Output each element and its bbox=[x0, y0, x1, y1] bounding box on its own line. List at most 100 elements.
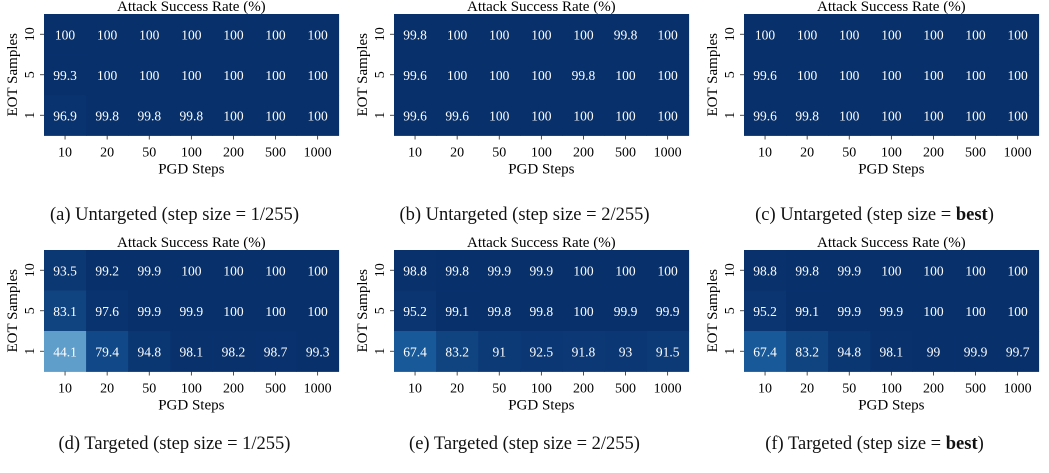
cell-value-label: 67.4 bbox=[403, 344, 427, 359]
chart-title: Attack Success Rate (%) bbox=[467, 235, 616, 251]
cell-value-label: 100 bbox=[265, 263, 286, 278]
cell-value-label: 99.1 bbox=[445, 304, 469, 319]
x-tick-label: 20 bbox=[100, 146, 114, 161]
heatmap-cell bbox=[44, 54, 87, 96]
cell-value-label: 100 bbox=[1008, 108, 1029, 123]
x-axis-label: PGD Steps bbox=[858, 398, 924, 414]
cell-value-label: 100 bbox=[923, 263, 944, 278]
heatmap-svg: Attack Success Rate (%) 98.8 99.8 99.9 99.9 1… bbox=[355, 235, 690, 414]
x-tick-label: 10 bbox=[758, 382, 772, 397]
heatmap-cell bbox=[170, 14, 213, 55]
heatmap-cell bbox=[212, 331, 255, 372]
x-tick-label: 100 bbox=[181, 382, 202, 397]
x-tick-label: 10 bbox=[58, 382, 72, 397]
cell-value-label: 99.9 bbox=[837, 263, 861, 278]
heatmap-cell bbox=[170, 54, 213, 96]
x-tick-label: 1000 bbox=[304, 382, 332, 397]
cell-value-label: 100 bbox=[223, 304, 244, 319]
cell-value-label: 99.9 bbox=[180, 304, 204, 319]
heatmap-cell bbox=[870, 14, 913, 55]
cell-value-label: 99.8 bbox=[572, 68, 596, 83]
x-tick-label: 100 bbox=[881, 382, 902, 397]
cell-value-label: 83.2 bbox=[795, 344, 819, 359]
heatmap-cell bbox=[478, 290, 521, 332]
x-axis-label: PGD Steps bbox=[158, 398, 224, 414]
heatmap-cell bbox=[828, 290, 871, 332]
chart-title: Attack Success Rate (%) bbox=[817, 235, 966, 251]
heatmap-cell bbox=[478, 95, 521, 136]
heatmap-cell bbox=[296, 54, 340, 96]
chart-title: Attack Success Rate (%) bbox=[817, 0, 966, 15]
heatmap-cell bbox=[128, 250, 171, 291]
cell-value-label: 100 bbox=[965, 304, 986, 319]
heatmap-cell bbox=[744, 250, 787, 291]
heatmap-cell bbox=[520, 54, 563, 96]
cell-value-label: 100 bbox=[573, 108, 594, 123]
subfigure-caption: (b) Untargeted (step size = 2/255) bbox=[350, 205, 699, 226]
cell-value-label: 83.1 bbox=[53, 304, 77, 319]
cell-value-label: 100 bbox=[839, 27, 860, 42]
heatmap-cell bbox=[128, 95, 171, 136]
cell-value-label: 100 bbox=[531, 27, 552, 42]
cell-value-label: 99 bbox=[927, 344, 941, 359]
heatmap-cell bbox=[254, 250, 297, 291]
cell-value-label: 100 bbox=[1008, 263, 1029, 278]
cell-value-label: 100 bbox=[615, 68, 636, 83]
heatmap-cell bbox=[828, 95, 871, 136]
heatmap-cell bbox=[646, 290, 690, 332]
x-tick-label: 10 bbox=[58, 146, 72, 161]
chart-title: Attack Success Rate (%) bbox=[117, 235, 266, 251]
cell-value-label: 100 bbox=[923, 68, 944, 83]
heatmap-cell bbox=[954, 331, 997, 372]
cell-value-label: 99.2 bbox=[95, 263, 119, 278]
heatmap-svg: Attack Success Rate (%) 93.5 99.2 99.9 100 10… bbox=[5, 235, 340, 414]
cell-value-label: 100 bbox=[447, 68, 468, 83]
heatmap-cell bbox=[786, 290, 829, 332]
x-tick-label: 1000 bbox=[1004, 146, 1032, 161]
cell-value-label: 100 bbox=[223, 263, 244, 278]
cell-value-label: 67.4 bbox=[753, 344, 777, 359]
cell-value-label: 99.6 bbox=[403, 108, 427, 123]
cell-value-label: 100 bbox=[881, 27, 902, 42]
cell-value-label: 99.1 bbox=[795, 304, 819, 319]
heatmap-cell bbox=[170, 290, 213, 332]
y-tick-label: 5 bbox=[373, 71, 388, 78]
heatmap-cell bbox=[436, 290, 479, 332]
y-tick-label: 10 bbox=[23, 27, 38, 41]
heatmap-cell bbox=[254, 331, 297, 372]
x-tick-label: 50 bbox=[842, 146, 856, 161]
cell-value-label: 100 bbox=[139, 27, 160, 42]
heatmap-cell bbox=[996, 250, 1040, 291]
x-tick-label: 200 bbox=[223, 146, 244, 161]
caption-step-size: 2/255 bbox=[601, 205, 644, 225]
cell-value-label: 99.6 bbox=[445, 108, 469, 123]
heatmap-cell bbox=[912, 331, 955, 372]
heatmap-cell bbox=[520, 95, 563, 136]
cell-value-label: 99.9 bbox=[530, 263, 554, 278]
heatmap-cell bbox=[646, 14, 690, 55]
cell-value-label: 96.9 bbox=[53, 108, 77, 123]
caption-suffix: ) bbox=[633, 434, 640, 454]
heatmap-cell bbox=[912, 14, 955, 55]
heatmap-cell bbox=[128, 14, 171, 55]
x-tick-label: 500 bbox=[615, 382, 636, 397]
heatmap-svg: Attack Success Rate (%) 100 100 100 100 100 10… bbox=[5, 0, 340, 178]
heatmap-cell bbox=[254, 290, 297, 332]
heatmap-cell bbox=[212, 14, 255, 55]
heatmap-cell bbox=[44, 290, 87, 332]
x-tick-label: 50 bbox=[142, 146, 156, 161]
cell-value-label: 100 bbox=[97, 68, 118, 83]
heatmap-cell bbox=[786, 95, 829, 136]
y-tick-label: 5 bbox=[23, 71, 38, 78]
cell-value-label: 99.8 bbox=[795, 108, 819, 123]
cell-value-label: 95.2 bbox=[753, 304, 777, 319]
x-tick-label: 10 bbox=[408, 146, 422, 161]
cell-value-label: 100 bbox=[489, 68, 510, 83]
cell-value-label: 92.5 bbox=[530, 344, 554, 359]
y-tick-label: 1 bbox=[373, 112, 388, 119]
heatmap-cell bbox=[646, 331, 690, 372]
cell-value-label: 98.7 bbox=[264, 344, 288, 359]
cell-value-label: 99.7 bbox=[1006, 344, 1030, 359]
heatmap-cell bbox=[604, 290, 647, 332]
